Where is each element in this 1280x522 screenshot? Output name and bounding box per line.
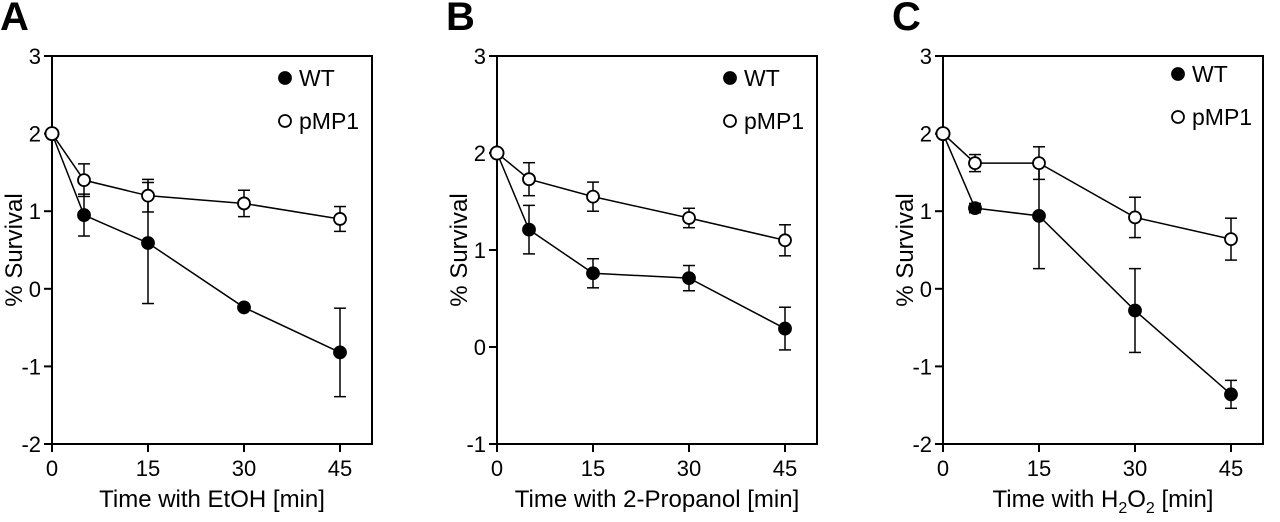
series-line-wt xyxy=(51,133,341,354)
y-tick-label: -2 xyxy=(21,432,41,457)
legend-label-pmp1: pMP1 xyxy=(1192,104,1252,130)
data-point-wt xyxy=(237,300,251,315)
legend-marker-wt xyxy=(723,71,737,85)
legend-label-pmp1: pMP1 xyxy=(744,108,804,134)
y-tick-label: 2 xyxy=(920,122,932,147)
data-point-pmp1 xyxy=(489,145,505,161)
panel-letter: A xyxy=(0,0,29,39)
x-axis-label: Time with 2-Propanol [min] xyxy=(515,486,800,513)
legend-marker-pmp1 xyxy=(1171,110,1185,124)
series-line-wt xyxy=(496,152,786,330)
x-axis-label: Time with EtOH [min] xyxy=(99,486,325,513)
x-axis-label-part: Time with EtOH [min] xyxy=(99,486,325,513)
x-tick-label: 45 xyxy=(1219,456,1243,481)
x-tick-label: 30 xyxy=(232,456,256,481)
x-axis-label-subscript: 2 xyxy=(1118,500,1127,517)
x-tick-label: 0 xyxy=(937,456,949,481)
data-point-wt xyxy=(586,266,600,281)
plot-frame xyxy=(942,55,1264,445)
series-line-pmp1 xyxy=(51,133,341,220)
data-point-wt xyxy=(1032,208,1046,223)
x-axis-label: Time with H2​O2​ [min] xyxy=(993,486,1214,517)
y-tick-label: 3 xyxy=(29,44,41,69)
x-tick-label: 45 xyxy=(328,456,352,481)
data-point-pmp1 xyxy=(1032,156,1046,170)
x-tick-label: 30 xyxy=(1123,456,1147,481)
x-axis-label-part: Time with H xyxy=(993,486,1119,513)
data-point-wt xyxy=(1224,387,1238,402)
panel-letter: B xyxy=(446,0,475,39)
data-point-pmp1 xyxy=(44,126,60,142)
x-tick-label: 45 xyxy=(773,456,797,481)
y-tick-label: 2 xyxy=(474,141,486,166)
data-point-wt xyxy=(522,222,536,237)
legend-marker-wt xyxy=(1171,67,1185,81)
data-point-pmp1 xyxy=(77,173,91,188)
legend-marker-wt xyxy=(278,71,292,85)
y-tick-label: 3 xyxy=(920,44,932,69)
plot-frame xyxy=(51,55,373,445)
data-point-pmp1 xyxy=(1128,210,1142,225)
y-tick-label: 2 xyxy=(29,122,41,147)
x-tick-label: 0 xyxy=(491,456,503,481)
data-point-wt xyxy=(968,201,982,215)
x-tick-label: 0 xyxy=(46,456,58,481)
data-point-pmp1 xyxy=(778,233,792,248)
legend-marker-pmp1 xyxy=(278,114,292,128)
legend-label-wt: WT xyxy=(1192,61,1228,87)
legend-label-pmp1: pMP1 xyxy=(299,108,359,134)
data-point-wt xyxy=(778,321,792,336)
data-point-wt xyxy=(682,271,696,286)
y-axis-label: % Survival xyxy=(1,193,28,306)
data-point-wt xyxy=(77,208,91,222)
x-axis-label-part: O xyxy=(1127,486,1146,513)
data-point-pmp1 xyxy=(237,196,251,211)
panel-letter: C xyxy=(892,0,921,39)
series-line-wt xyxy=(942,133,1232,395)
data-point-pmp1 xyxy=(522,172,536,187)
data-point-pmp1 xyxy=(968,156,982,170)
data-point-wt xyxy=(333,345,347,360)
data-point-wt xyxy=(141,236,155,250)
y-tick-label: -1 xyxy=(912,354,932,379)
data-point-pmp1 xyxy=(935,126,951,142)
legend-label-wt: WT xyxy=(299,65,335,91)
x-axis-label-part: Time with 2-Propanol [min] xyxy=(515,486,800,513)
x-tick-label: 15 xyxy=(581,456,605,481)
y-tick-label: 1 xyxy=(474,238,486,263)
x-tick-label: 15 xyxy=(136,456,160,481)
y-tick-label: -2 xyxy=(912,432,932,457)
x-axis-label-subscript: 2 xyxy=(1146,500,1155,517)
y-tick-label: 1 xyxy=(29,199,41,224)
data-point-wt xyxy=(1128,303,1142,318)
y-axis-label: % Survival xyxy=(892,193,919,306)
legend-marker-pmp1 xyxy=(723,114,737,128)
data-point-pmp1 xyxy=(1224,232,1238,247)
x-tick-label: 15 xyxy=(1027,456,1051,481)
series-line-pmp1 xyxy=(942,133,1232,240)
y-tick-label: 0 xyxy=(920,277,932,302)
series-line-pmp1 xyxy=(496,152,786,242)
data-point-pmp1 xyxy=(141,188,155,203)
y-tick-label: 3 xyxy=(474,44,486,69)
x-axis-label-part: [min] xyxy=(1155,486,1214,513)
data-point-pmp1 xyxy=(682,211,696,225)
data-point-pmp1 xyxy=(586,189,600,204)
y-axis-label: % Survival xyxy=(446,193,473,306)
y-tick-label: 0 xyxy=(474,335,486,360)
y-tick-label: -1 xyxy=(21,354,41,379)
y-tick-label: 0 xyxy=(29,277,41,302)
x-tick-label: 30 xyxy=(677,456,701,481)
y-tick-label: 1 xyxy=(920,199,932,224)
data-point-pmp1 xyxy=(333,212,347,226)
y-tick-label: -1 xyxy=(466,432,486,457)
legend-label-wt: WT xyxy=(744,65,780,91)
